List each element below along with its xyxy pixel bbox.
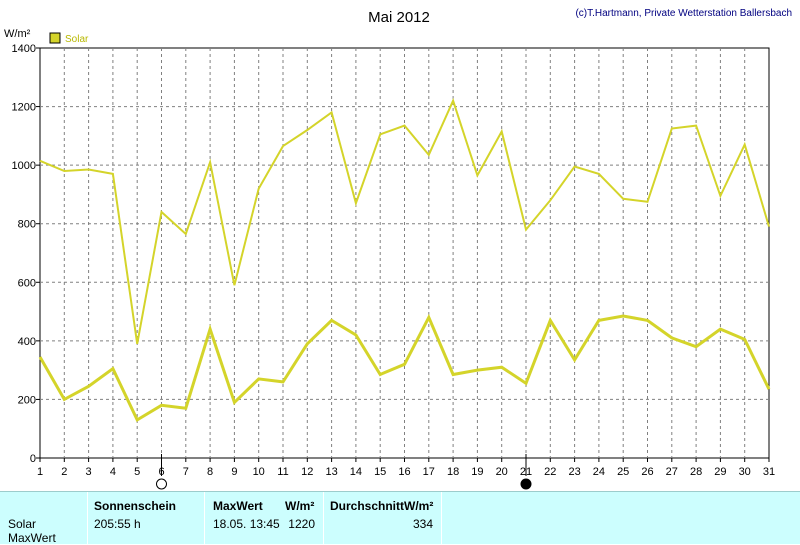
y-tick-label: 400 (18, 336, 36, 348)
x-tick-label: 22 (544, 466, 556, 478)
moon-phases (156, 454, 532, 490)
x-tick-label: 28 (690, 466, 702, 478)
x-tick-label: 27 (666, 466, 678, 478)
durchschnitt-value: 334 (412, 517, 433, 531)
x-tick-label: 20 (496, 466, 508, 478)
x-tick-label: 24 (593, 466, 605, 478)
maxwert-value: 1220 (288, 517, 315, 531)
x-tick-label: 12 (301, 466, 313, 478)
credit-text: (c)T.Hartmann, Private Wetterstation Bal… (575, 8, 792, 19)
y-tick-label: 1200 (12, 102, 36, 114)
x-tick-label: 29 (714, 466, 726, 478)
legend-label: Solar (65, 34, 89, 45)
series-line-average (38, 313, 771, 423)
series-line-max (39, 97, 770, 344)
row-label-maxwert: MaxWert (8, 531, 56, 545)
y-tick-label: 1000 (12, 160, 36, 172)
x-tick-label: 10 (253, 466, 265, 478)
x-tick-label: 4 (110, 466, 116, 478)
x-tick-label: 18 (447, 466, 459, 478)
x-tick-label: 30 (739, 466, 751, 478)
x-tick-label: 1 (37, 466, 43, 478)
maxwert-header: MaxWert (213, 499, 263, 513)
legend-swatch (49, 32, 61, 44)
maxwert-date: 18.05. 13:45 (213, 517, 280, 531)
series-lines (38, 97, 771, 423)
summary-sonnenschein-column: Sonnenschein 205:55 h (88, 492, 205, 544)
x-tick-label: 13 (325, 466, 337, 478)
x-tick-label: 23 (568, 466, 580, 478)
y-tick-label: 800 (18, 219, 36, 231)
x-tick-label: 11 (277, 466, 288, 478)
x-tick-label: 15 (374, 466, 386, 478)
summary-label-column: Solar MaxWert (0, 492, 88, 545)
x-tick-label: 25 (617, 466, 629, 478)
y-tick-label: 1400 (12, 43, 36, 55)
full-moon-icon (156, 478, 167, 490)
x-tick-label: 8 (207, 466, 213, 478)
summary-empty-column (442, 492, 800, 544)
y-axis-ticks: 0 200 400 600 800 1000 1200 1400 (12, 43, 40, 465)
x-tick-label: 16 (398, 466, 410, 478)
chart: Mai 2012 (c)T.Hartmann, Private Wetterst… (4, 8, 792, 490)
x-tick-label: 26 (641, 466, 653, 478)
x-tick-label: 31 (763, 466, 775, 478)
x-axis-ticks: 1234567891011121314151617181920212223242… (37, 458, 775, 478)
maxwert-unit: W/m² (285, 499, 315, 513)
durchschnitt-header: Durchschnitt (330, 499, 405, 513)
grid (40, 48, 769, 458)
x-tick-label: 3 (86, 466, 92, 478)
y-tick-label: 0 (30, 453, 36, 465)
summary-panel: Solar MaxWert Sonnenschein 205:55 h MaxW… (0, 491, 800, 545)
x-tick-label: 17 (423, 466, 435, 478)
y-axis-unit: W/m² (4, 28, 31, 40)
y-tick-label: 600 (18, 277, 36, 289)
x-tick-label: 9 (231, 466, 237, 478)
new-moon-icon (520, 478, 532, 490)
x-tick-label: 14 (350, 466, 362, 478)
chart-title: Mai 2012 (368, 9, 430, 26)
x-tick-label: 2 (61, 466, 67, 478)
sonnenschein-value: 205:55 h (94, 517, 141, 531)
x-tick-label: 19 (471, 466, 483, 478)
x-tick-label: 5 (134, 466, 140, 478)
summary-maxwert-column: MaxWert W/m² 18.05. 13:45 1220 (205, 492, 324, 544)
x-tick-label: 7 (183, 466, 189, 478)
summary-durchschnitt-column: Durchschnitt W/m² 334 (324, 492, 442, 544)
y-tick-label: 200 (18, 394, 36, 406)
durchschnitt-unit: W/m² (404, 499, 434, 513)
sonnenschein-header: Sonnenschein (94, 499, 177, 513)
row-label-solar: Solar (8, 517, 37, 531)
